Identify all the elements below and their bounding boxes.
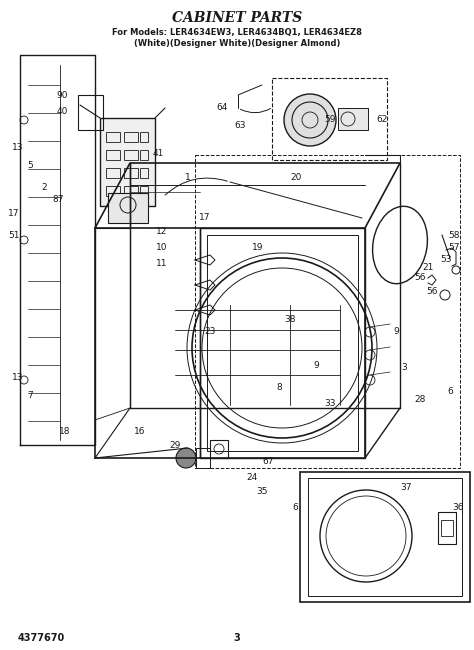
Bar xyxy=(106,186,120,196)
Text: 40: 40 xyxy=(56,107,68,116)
Text: 1: 1 xyxy=(185,174,191,183)
Text: 8: 8 xyxy=(276,384,282,393)
Text: 13: 13 xyxy=(12,144,24,153)
Bar xyxy=(300,472,470,602)
Bar xyxy=(106,168,120,178)
Bar xyxy=(140,132,148,142)
Text: 90: 90 xyxy=(56,90,68,99)
Text: 13: 13 xyxy=(12,374,24,382)
Text: 12: 12 xyxy=(156,227,168,237)
Text: 18: 18 xyxy=(59,428,71,437)
Bar xyxy=(106,150,120,160)
Text: 56: 56 xyxy=(426,287,438,296)
Bar xyxy=(438,512,456,544)
Text: 29: 29 xyxy=(169,441,181,450)
Text: 20: 20 xyxy=(290,174,301,183)
Bar xyxy=(140,150,148,160)
Text: 53: 53 xyxy=(440,255,452,265)
Bar xyxy=(308,478,462,596)
Bar xyxy=(200,228,365,458)
Text: 37: 37 xyxy=(400,484,412,493)
Bar xyxy=(108,193,148,223)
Bar xyxy=(106,132,120,142)
Text: 33: 33 xyxy=(324,400,336,408)
Text: 24: 24 xyxy=(246,473,258,482)
Text: For Models: LER4634EW3, LER4634BQ1, LER4634EZ8: For Models: LER4634EW3, LER4634BQ1, LER4… xyxy=(112,27,362,36)
Text: 62: 62 xyxy=(376,116,388,125)
Bar xyxy=(100,118,155,206)
Bar xyxy=(441,520,453,536)
Bar xyxy=(78,95,103,130)
Bar xyxy=(124,132,138,142)
Text: 21: 21 xyxy=(422,263,434,272)
Bar xyxy=(140,186,148,196)
Text: 19: 19 xyxy=(252,244,264,252)
Bar xyxy=(124,168,138,178)
Bar xyxy=(196,448,210,468)
Text: 11: 11 xyxy=(156,259,168,268)
Text: 6: 6 xyxy=(447,387,453,396)
Text: 9: 9 xyxy=(313,361,319,370)
Text: 16: 16 xyxy=(134,428,146,437)
Text: 2: 2 xyxy=(41,183,47,192)
Bar xyxy=(210,440,228,458)
Text: 6: 6 xyxy=(292,504,298,512)
Text: (White)(Designer White)(Designer Almond): (White)(Designer White)(Designer Almond) xyxy=(134,38,340,47)
Bar xyxy=(207,235,358,451)
Text: 17: 17 xyxy=(8,209,20,218)
Bar xyxy=(140,168,148,178)
Text: 58: 58 xyxy=(448,231,460,239)
Text: 38: 38 xyxy=(284,315,296,324)
Text: 87: 87 xyxy=(52,196,64,205)
Text: 56: 56 xyxy=(414,274,426,283)
Text: 36: 36 xyxy=(452,504,464,512)
Text: 9: 9 xyxy=(393,328,399,337)
Text: 23: 23 xyxy=(204,328,216,337)
Text: 3: 3 xyxy=(401,363,407,372)
Text: 51: 51 xyxy=(8,231,20,240)
Circle shape xyxy=(284,94,336,146)
Text: 7: 7 xyxy=(27,391,33,400)
Text: 3: 3 xyxy=(234,633,240,643)
Bar xyxy=(124,150,138,160)
Bar xyxy=(124,186,138,196)
Text: 35: 35 xyxy=(256,488,268,497)
Text: 57: 57 xyxy=(448,244,460,252)
Text: 67: 67 xyxy=(262,458,274,467)
Text: 64: 64 xyxy=(216,103,228,112)
Text: CABINET PARTS: CABINET PARTS xyxy=(172,11,302,25)
Text: 10: 10 xyxy=(156,244,168,252)
Text: 63: 63 xyxy=(234,120,246,129)
Text: 41: 41 xyxy=(152,148,164,157)
Text: 4377670: 4377670 xyxy=(18,633,65,643)
Text: 17: 17 xyxy=(199,213,211,222)
Bar xyxy=(338,108,368,130)
Text: 59: 59 xyxy=(324,116,336,125)
Circle shape xyxy=(176,448,196,468)
Text: 28: 28 xyxy=(414,395,426,404)
Text: 5: 5 xyxy=(27,161,33,170)
